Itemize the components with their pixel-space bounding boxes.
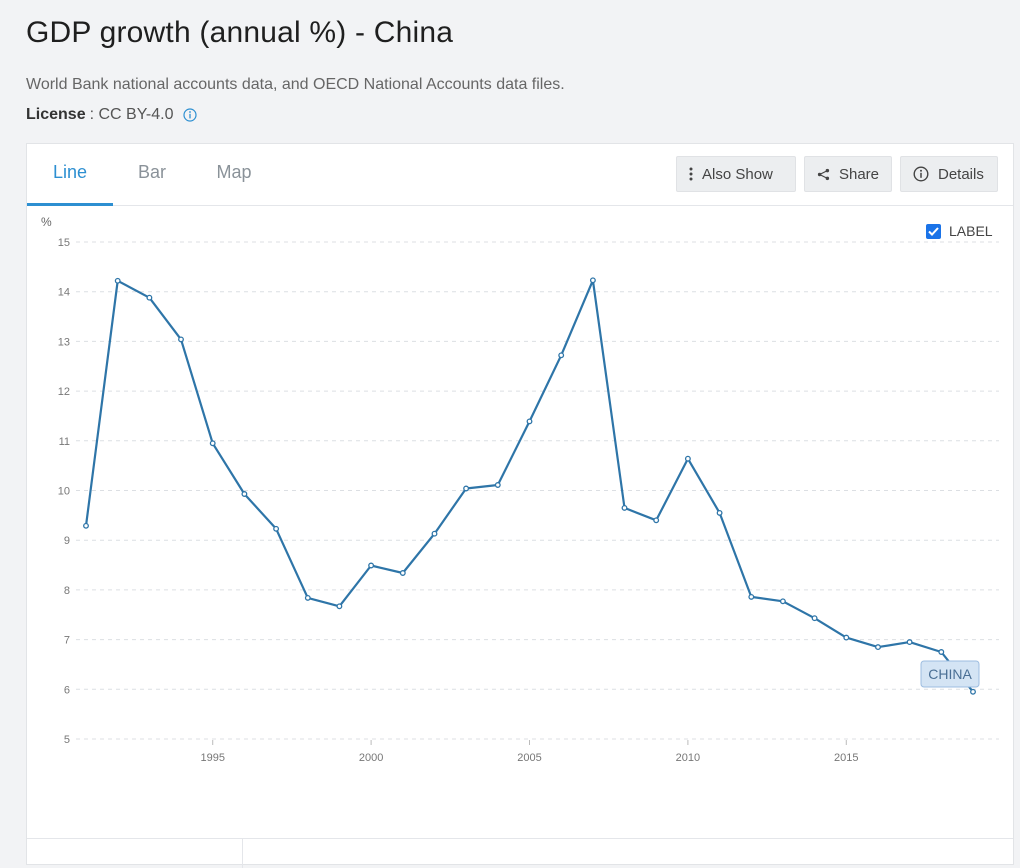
data-point: [589, 277, 596, 284]
data-point: [748, 593, 755, 600]
also-show-button[interactable]: Also Show: [676, 156, 796, 192]
x-tick-label: 2005: [517, 752, 541, 764]
data-point: [209, 440, 216, 447]
data-point: [875, 644, 881, 651]
data-point: [463, 485, 470, 492]
y-tick-label: 6: [64, 684, 70, 696]
y-tick-label: 15: [58, 237, 70, 249]
data-point: [273, 525, 280, 532]
bottom-split: [242, 838, 243, 868]
label-checkbox[interactable]: [926, 223, 941, 239]
source-text: World Bank national accounts data, and O…: [26, 76, 565, 93]
y-tick-label: 12: [58, 386, 70, 398]
x-tick-label: 2000: [359, 752, 383, 764]
data-point: [558, 352, 565, 359]
data-point: [399, 570, 406, 576]
data-point: [336, 603, 343, 610]
x-tick-label: 2010: [676, 752, 700, 764]
share-icon: [817, 168, 830, 180]
data-point: [241, 491, 248, 497]
series-label-china: CHINA: [928, 666, 972, 682]
data-point: [368, 562, 375, 569]
data-point: [716, 509, 723, 516]
y-tick-label: 13: [58, 336, 70, 348]
tab-map[interactable]: Map: [216, 162, 252, 182]
data-point: [178, 336, 184, 343]
details-button[interactable]: Details: [900, 156, 998, 192]
data-point: [970, 688, 976, 695]
label-toggle[interactable]: LABEL: [926, 223, 993, 239]
y-tick-label: 5: [64, 734, 70, 746]
share-button[interactable]: Share: [804, 156, 892, 192]
x-tick-label: 1995: [200, 752, 224, 764]
y-tick-label: 9: [64, 535, 70, 547]
data-point: [494, 482, 501, 488]
tab-bar-chart[interactable]: Bar: [137, 162, 166, 182]
y-tick-label: 11: [59, 436, 70, 448]
data-point: [526, 418, 533, 425]
data-point: [431, 530, 438, 537]
license-value: : CC BY-4.0: [89, 106, 174, 123]
data-point: [843, 634, 850, 641]
y-tick-label: 7: [64, 635, 70, 647]
data-point: [938, 649, 945, 655]
data-point: [906, 639, 913, 646]
license-label: License: [26, 106, 86, 123]
bottom-divider: [27, 838, 1013, 839]
details-label: Details: [938, 165, 984, 183]
data-point: [146, 294, 153, 301]
series-line-china: [84, 279, 974, 693]
data-point: [621, 504, 628, 511]
series-label-box: [920, 660, 980, 688]
tab-line[interactable]: Line: [27, 144, 113, 206]
tab-bar: Line Bar Map Also Show Share: [27, 144, 1013, 206]
data-point: [114, 277, 121, 284]
page-title: GDP growth (annual %) - China: [26, 16, 454, 49]
data-point: [83, 522, 89, 529]
y-axis-label: %: [41, 215, 52, 229]
also-show-label: Also Show: [702, 165, 773, 183]
share-label: Share: [838, 165, 879, 183]
data-point: [684, 455, 691, 462]
data-point: [811, 615, 818, 622]
line-chart: 5 6 7 8 9 10 11 12 13 14 15% 1995 2000 2005 2010 2015 CH…: [41, 215, 999, 764]
y-tick-label: 10: [58, 486, 70, 498]
checkmark-icon: [928, 226, 939, 236]
license: License : CC BY-4.0: [26, 106, 198, 124]
label-toggle-text: LABEL: [949, 223, 993, 239]
data-point: [304, 594, 311, 601]
y-tick-label: 8: [64, 585, 70, 597]
chart-card: Line Bar Map Also Show Share: [26, 143, 1014, 868]
more-vertical-icon: [689, 167, 693, 181]
info-circle-icon: [913, 166, 929, 182]
y-tick-label: 14: [58, 287, 70, 299]
data-point: [779, 598, 786, 605]
data-point: [653, 517, 660, 524]
x-tick-label: 2015: [834, 752, 858, 764]
info-icon[interactable]: [183, 108, 198, 122]
